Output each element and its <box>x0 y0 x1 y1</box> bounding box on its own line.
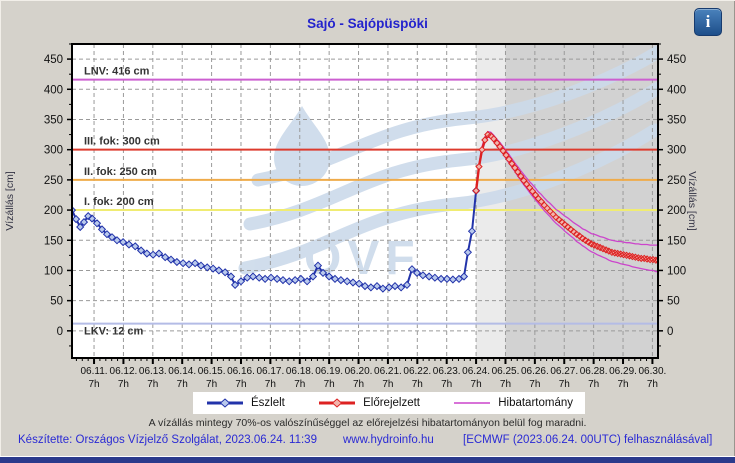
svg-text:06.24.: 06.24. <box>462 366 490 377</box>
svg-text:150: 150 <box>667 235 686 247</box>
svg-text:06.26.: 06.26. <box>521 366 549 377</box>
reference-label-fok3: III. fok: 300 cm <box>84 136 160 148</box>
legend-item-errorband: Hibatartomány <box>452 397 573 409</box>
footer-website-link[interactable]: www.hydroinfo.hu <box>343 434 434 446</box>
y-axis-label-left: Vízállás [cm] <box>4 171 16 231</box>
svg-text:7h: 7h <box>177 379 188 390</box>
svg-text:0: 0 <box>57 326 63 338</box>
forecast-note: A vízállás mintegy 70%-os valószínűségge… <box>148 417 587 429</box>
svg-text:100: 100 <box>44 265 63 277</box>
svg-text:7h: 7h <box>588 379 599 390</box>
observed-swatch-icon <box>207 398 243 408</box>
svg-text:06.15.: 06.15. <box>198 366 226 377</box>
svg-text:7h: 7h <box>147 379 158 390</box>
footer-model-info: [ECMWF (2023.06.24. 00UTC) felhasználásá… <box>463 434 713 446</box>
svg-text:250: 250 <box>44 175 63 187</box>
legend-item-forecast: Előrejelzett <box>317 397 420 409</box>
reference-label-fok2: II. fok: 250 cm <box>84 166 157 178</box>
legend-label-forecast: Előrejelzett <box>363 397 420 409</box>
legend-item-observed: Észlelt <box>205 397 285 409</box>
svg-text:06.14.: 06.14. <box>168 366 196 377</box>
svg-text:100: 100 <box>667 265 686 277</box>
svg-text:06.27.: 06.27. <box>550 366 578 377</box>
svg-text:06.30.: 06.30. <box>639 366 667 377</box>
svg-text:7h: 7h <box>206 379 217 390</box>
svg-text:06.19.: 06.19. <box>315 366 343 377</box>
legend-label-errorband: Hibatartomány <box>498 397 573 409</box>
svg-text:06.29.: 06.29. <box>609 366 637 377</box>
svg-text:0: 0 <box>667 326 673 338</box>
svg-text:06.23.: 06.23. <box>433 366 461 377</box>
svg-text:450: 450 <box>44 54 63 66</box>
svg-text:7h: 7h <box>647 379 658 390</box>
svg-text:400: 400 <box>44 84 63 96</box>
svg-text:06.11.: 06.11. <box>81 366 108 377</box>
svg-text:300: 300 <box>667 145 686 157</box>
svg-text:7h: 7h <box>118 379 129 390</box>
page-title: Sajó - Sajópüspöki <box>307 16 428 31</box>
grid <box>72 44 658 358</box>
error-band-upper <box>475 130 658 246</box>
svg-text:300: 300 <box>44 145 63 157</box>
plot-frame <box>71 43 659 359</box>
svg-text:50: 50 <box>667 296 680 308</box>
svg-text:06.20.: 06.20. <box>345 366 373 377</box>
svg-text:7h: 7h <box>88 379 99 390</box>
forecast-markers <box>472 130 658 264</box>
svg-text:06.28.: 06.28. <box>580 366 608 377</box>
svg-text:50: 50 <box>50 296 63 308</box>
svg-text:7h: 7h <box>324 379 335 390</box>
svg-text:200: 200 <box>44 205 63 217</box>
errorband-swatch-icon <box>454 402 491 404</box>
legend-label-observed: Észlelt <box>251 397 285 409</box>
reference-label-fok1: I. fok: 200 cm <box>84 196 154 208</box>
svg-text:450: 450 <box>667 54 686 66</box>
svg-text:7h: 7h <box>559 379 570 390</box>
reference-label-lkv: LKV: 12 cm <box>84 326 144 338</box>
svg-text:400: 400 <box>667 84 686 96</box>
footer-made-by: Készítette: Országos Vízjelző Szolgálat,… <box>18 434 317 446</box>
svg-text:06.16.: 06.16. <box>227 366 255 377</box>
svg-text:7h: 7h <box>265 379 276 390</box>
svg-text:7h: 7h <box>529 379 540 390</box>
bottom-bar <box>0 456 735 463</box>
axes: 0 0 50 50 100 100 150 150 200 200 250 250 300 300 350 3… <box>44 43 686 390</box>
svg-text:7h: 7h <box>235 379 246 390</box>
svg-text:06.12.: 06.12. <box>110 366 138 377</box>
reference-label-lnv: LNV: 416 cm <box>84 66 150 78</box>
svg-text:7h: 7h <box>441 379 452 390</box>
info-icon[interactable]: i <box>694 8 722 36</box>
svg-text:06.21.: 06.21. <box>374 366 402 377</box>
y-axis-label-right: Vízállás [cm] <box>686 171 698 231</box>
svg-text:7h: 7h <box>412 379 423 390</box>
svg-text:06.18.: 06.18. <box>286 366 314 377</box>
forecast-swatch-icon <box>319 398 356 408</box>
svg-text:06.17.: 06.17. <box>256 366 284 377</box>
svg-text:06.25.: 06.25. <box>492 366 520 377</box>
observed-markers <box>72 186 481 293</box>
svg-text:7h: 7h <box>500 379 511 390</box>
svg-text:7h: 7h <box>471 379 482 390</box>
svg-text:250: 250 <box>667 175 686 187</box>
svg-text:150: 150 <box>44 235 63 247</box>
svg-text:7h: 7h <box>382 379 393 390</box>
svg-text:7h: 7h <box>294 379 305 390</box>
svg-text:7h: 7h <box>353 379 364 390</box>
chart-legend: Észlelt Előrejelzett Hibatartomány <box>193 392 585 414</box>
svg-text:06.13.: 06.13. <box>139 366 167 377</box>
svg-text:350: 350 <box>667 114 686 126</box>
svg-text:06.22.: 06.22. <box>403 366 431 377</box>
svg-text:350: 350 <box>44 114 63 126</box>
svg-text:7h: 7h <box>617 379 628 390</box>
svg-text:200: 200 <box>667 205 686 217</box>
